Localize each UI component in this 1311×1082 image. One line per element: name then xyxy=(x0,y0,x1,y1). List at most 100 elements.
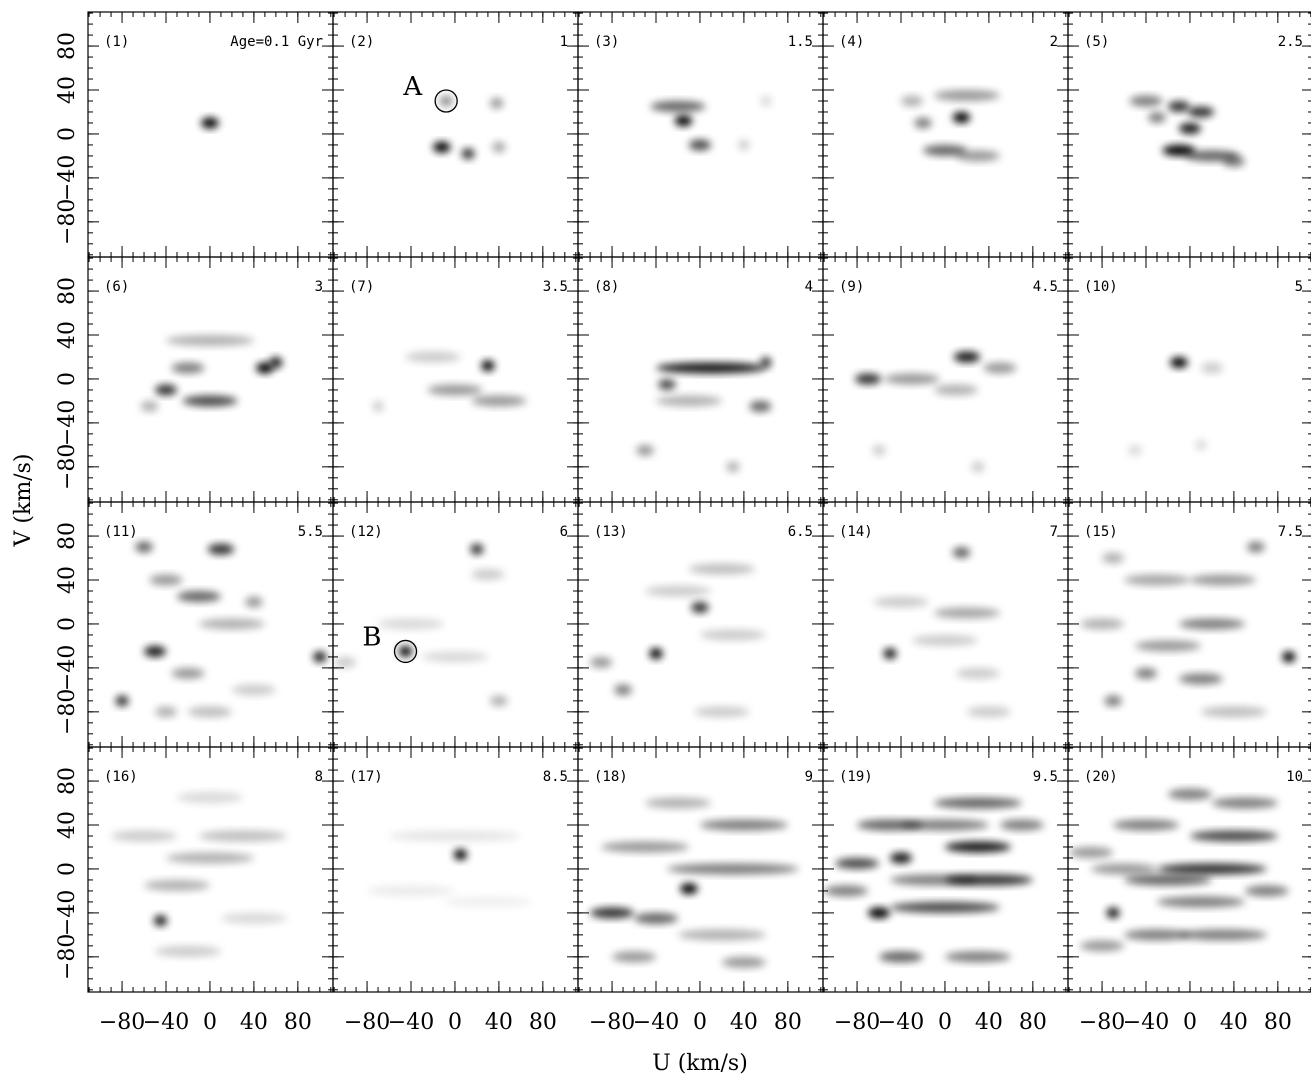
panel xyxy=(1128,356,1223,456)
density-blob xyxy=(1128,444,1142,456)
density-blob xyxy=(1135,640,1201,652)
panel xyxy=(201,117,219,129)
density-blob xyxy=(1178,618,1245,630)
density-blob xyxy=(911,634,978,646)
y-tick-label: −80 xyxy=(55,689,80,735)
x-tick-label: 40 xyxy=(240,1010,268,1035)
age-label: 8 xyxy=(315,769,323,785)
panel-label: (11) xyxy=(104,524,138,540)
density-blob xyxy=(835,857,880,869)
panel-label: (10) xyxy=(1084,279,1118,295)
panel-frame xyxy=(1067,746,1311,993)
y-tick-label: 0 xyxy=(55,862,80,876)
density-blob xyxy=(367,885,455,897)
panel xyxy=(140,335,283,412)
density-blob xyxy=(1167,788,1212,800)
panel-label: (1) xyxy=(104,34,129,50)
density-blob xyxy=(461,148,475,160)
y-axis-title: V (km/s) xyxy=(11,454,36,548)
density-blob xyxy=(1178,929,1267,941)
density-blob xyxy=(220,912,287,924)
density-blob xyxy=(1162,144,1196,156)
y-tick-label: 0 xyxy=(55,127,80,141)
density-blob xyxy=(691,601,709,613)
x-tick-label: 0 xyxy=(938,1010,952,1035)
x-tick-label: 80 xyxy=(1019,1010,1047,1035)
density-blob xyxy=(187,706,232,718)
density-blob xyxy=(688,563,755,575)
age-label: 4 xyxy=(805,279,813,295)
density-blob xyxy=(389,830,521,842)
y-tick-label: 40 xyxy=(55,76,80,104)
density-blob xyxy=(890,852,912,864)
age-label: 9 xyxy=(805,769,813,785)
x-tick-label: −80 xyxy=(834,1010,880,1035)
panel-label: (6) xyxy=(104,279,129,295)
density-blob xyxy=(883,648,897,660)
density-blob xyxy=(645,585,711,597)
x-tick-label: −40 xyxy=(1123,1010,1169,1035)
density-blob xyxy=(857,819,923,831)
x-tick-label: 40 xyxy=(1220,1010,1248,1035)
density-blob xyxy=(933,797,1022,809)
density-blob xyxy=(492,141,506,153)
density-blob xyxy=(738,139,750,151)
density-blob xyxy=(612,951,657,963)
density-blob xyxy=(1091,863,1157,875)
panel-label: (8) xyxy=(594,279,619,295)
density-blob xyxy=(760,356,772,368)
panel-label: (5) xyxy=(1084,34,1109,50)
age-label: 6.5 xyxy=(788,524,813,540)
density-blob xyxy=(245,596,263,608)
y-tick-label: −80 xyxy=(55,934,80,980)
density-blob xyxy=(890,901,1000,913)
density-blob xyxy=(901,95,923,107)
density-blob xyxy=(182,395,238,407)
x-tick-label: 0 xyxy=(203,1010,217,1035)
panel-label: (20) xyxy=(1084,769,1118,785)
density-blob xyxy=(405,351,461,363)
density-blob xyxy=(1102,552,1125,564)
density-blob xyxy=(1178,122,1201,134)
density-blob xyxy=(1178,673,1223,685)
density-blob xyxy=(901,819,989,831)
y-tick-label: −40 xyxy=(55,155,80,201)
x-tick-label: −40 xyxy=(388,1010,434,1035)
x-tick-label: −80 xyxy=(589,1010,635,1035)
density-blob xyxy=(155,945,221,957)
density-blob xyxy=(231,684,276,696)
density-blob xyxy=(953,351,981,363)
density-blob xyxy=(1200,362,1223,374)
density-blob xyxy=(884,373,940,385)
panel xyxy=(334,543,508,707)
y-tick-label: 80 xyxy=(55,522,80,550)
age-label: 6 xyxy=(560,524,568,540)
density-blob xyxy=(1170,356,1188,368)
age-label: 3 xyxy=(315,279,323,295)
panel-label: (16) xyxy=(104,769,138,785)
density-blob xyxy=(677,929,766,941)
panel-label: (13) xyxy=(594,524,628,540)
density-blob xyxy=(955,150,1000,162)
y-tick-label: −40 xyxy=(55,890,80,936)
panel xyxy=(432,95,506,160)
age-label: 9.5 xyxy=(1033,769,1058,785)
density-blob xyxy=(1069,846,1114,858)
y-tick-label: 40 xyxy=(55,811,80,839)
x-tick-label: −80 xyxy=(99,1010,145,1035)
density-blob xyxy=(699,819,788,831)
density-blob xyxy=(1106,907,1120,919)
age-label: Age=0.1 Gyr xyxy=(230,34,323,50)
density-blob xyxy=(135,541,153,553)
density-blob xyxy=(256,362,274,374)
x-tick-label: −80 xyxy=(1079,1010,1125,1035)
density-blob xyxy=(873,596,929,608)
x-tick-label: 0 xyxy=(1183,1010,1197,1035)
density-blob xyxy=(1247,541,1265,553)
panel-label: (14) xyxy=(839,524,873,540)
density-blob xyxy=(649,648,663,660)
density-blob xyxy=(879,951,923,963)
panel-label: (9) xyxy=(839,279,864,295)
density-blob xyxy=(601,841,689,853)
